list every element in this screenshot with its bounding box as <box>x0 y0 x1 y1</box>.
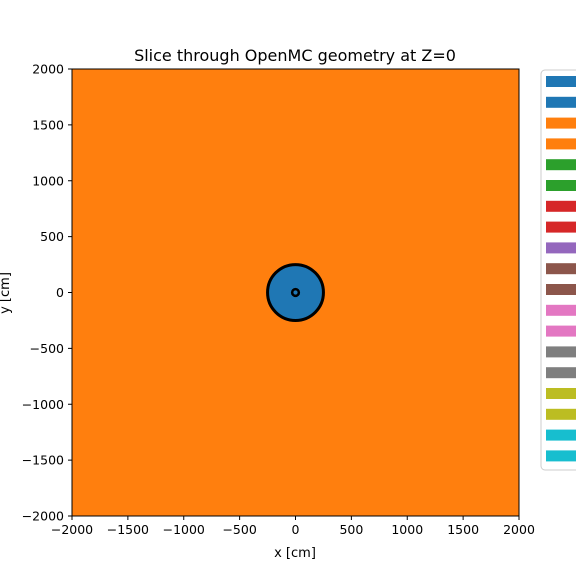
legend-swatch <box>546 304 576 316</box>
legend-swatch <box>546 200 576 212</box>
x-tick-label: 1500 <box>447 522 479 537</box>
x-tick-label: 0 <box>292 522 300 537</box>
x-axis: −2000 −1500 −1000 −500 0 500 1000 1500 2000 <box>51 516 535 537</box>
chart-title: Slice through OpenMC geometry at Z=0 <box>134 46 456 65</box>
legend-swatch <box>546 117 576 129</box>
y-tick-label: −1500 <box>22 453 64 468</box>
legend <box>540 69 576 471</box>
legend-swatch <box>546 408 576 420</box>
x-tick-label: 500 <box>339 522 363 537</box>
y-axis: −2000 −1500 −1000 −500 0 500 1000 1500 2000 <box>22 62 72 524</box>
legend-swatch <box>546 242 576 254</box>
x-tick-label: −1000 <box>163 522 205 537</box>
legend-swatch <box>546 388 576 399</box>
plot-area <box>71 68 520 517</box>
x-tick-label: 2000 <box>503 522 535 537</box>
legend-swatch <box>546 263 576 275</box>
legend-swatch <box>546 346 576 358</box>
legend-swatch <box>546 450 576 462</box>
y-tick-label: 2000 <box>32 62 64 77</box>
x-tick-label: −500 <box>222 522 256 537</box>
y-tick-label: 1000 <box>32 173 64 188</box>
legend-swatch <box>546 221 576 233</box>
legend-swatch <box>546 76 576 87</box>
legend-swatch <box>546 159 576 171</box>
legend-swatch <box>546 429 576 441</box>
legend-swatch <box>546 180 576 191</box>
y-tick-label: −500 <box>30 341 64 356</box>
x-tick-label: −2000 <box>51 522 93 537</box>
geometry-region-2 <box>290 287 301 298</box>
legend-swatch <box>546 284 576 295</box>
legend-swatch <box>546 325 576 337</box>
y-tick-label: 500 <box>40 229 64 244</box>
legend-swatch <box>546 367 576 379</box>
y-tick-label: −1000 <box>22 397 64 412</box>
x-axis-label: x [cm] <box>274 546 316 561</box>
y-axis-label: y [cm] <box>0 272 13 314</box>
y-tick-label: 0 <box>56 285 64 300</box>
x-tick-label: −1500 <box>107 522 149 537</box>
legend-swatch <box>546 138 576 150</box>
x-tick-label: 1000 <box>391 522 423 537</box>
y-tick-label: 1500 <box>32 117 64 132</box>
legend-swatch <box>546 96 576 108</box>
y-tick-label: −2000 <box>22 509 64 524</box>
